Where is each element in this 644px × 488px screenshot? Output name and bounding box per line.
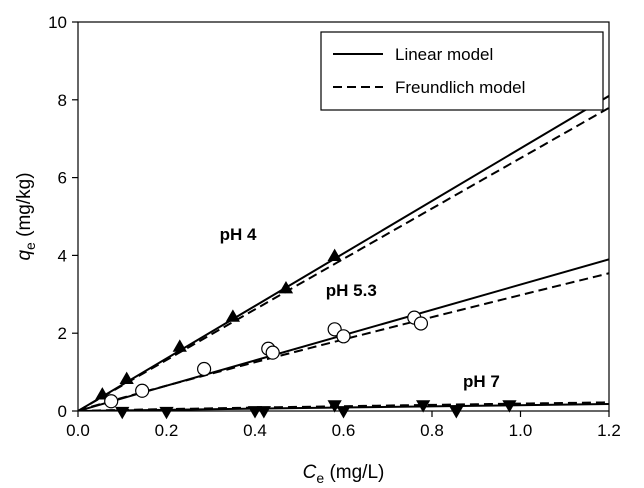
y-axis-title: qe (mg/kg) — [14, 172, 38, 260]
linear-model-line — [78, 95, 609, 411]
x-tick-label: 1.2 — [597, 421, 621, 440]
series-annotation: pH 7 — [463, 372, 500, 391]
legend-label: Freundlich model — [395, 78, 525, 97]
y-tick-label: 4 — [58, 246, 67, 265]
model-lines — [78, 95, 609, 411]
x-tick-label: 0.4 — [243, 421, 267, 440]
triangle-up-marker — [327, 248, 342, 262]
circle-marker — [265, 345, 280, 360]
triangle-down-marker — [256, 406, 271, 419]
series-labels: pH 4 pH 5.3 pH 7 — [220, 225, 500, 391]
circle-marker — [104, 394, 119, 409]
circle-marker — [413, 316, 429, 331]
triangle-up-marker — [225, 309, 240, 322]
legend-box — [320, 31, 604, 111]
y-tick-label: 8 — [58, 91, 67, 110]
triangle-up-marker — [278, 280, 294, 294]
triangle-down-marker — [115, 406, 130, 420]
triangle-down-marker — [336, 406, 351, 419]
triangle-up-marker — [95, 387, 110, 400]
x-tick-label: 0.0 — [66, 421, 90, 440]
x-axis-title: Ce (mg/L) — [303, 462, 385, 486]
triangle-down-marker — [502, 400, 517, 413]
x-tick-label: 0.8 — [420, 421, 444, 440]
data-points — [95, 248, 517, 420]
triangle-up-marker — [119, 371, 134, 384]
circle-marker — [336, 329, 351, 344]
series-annotation: pH 5.3 — [326, 281, 377, 300]
triangle-down-marker — [449, 406, 464, 419]
legend-label: Linear model — [395, 45, 493, 64]
x-tick-label: 0.6 — [332, 421, 356, 440]
triangle-up-marker — [172, 339, 187, 352]
y-tick-label: 6 — [58, 169, 67, 188]
series-annotation: pH 4 — [220, 225, 257, 244]
triangle-down-marker — [416, 400, 431, 413]
circle-marker — [197, 361, 212, 377]
x-tick-label: 1.0 — [509, 421, 533, 440]
triangle-down-marker — [159, 406, 174, 420]
freundlich-model-line — [78, 106, 609, 411]
circle-marker — [135, 383, 150, 398]
y-tick-label: 10 — [48, 13, 67, 32]
x-tick-label: 0.2 — [155, 421, 179, 440]
legend: Linear model Freundlich model — [320, 31, 604, 111]
y-tick-label: 0 — [58, 402, 67, 421]
triangle-down-marker — [327, 400, 342, 413]
y-tick-label: 2 — [58, 324, 67, 343]
